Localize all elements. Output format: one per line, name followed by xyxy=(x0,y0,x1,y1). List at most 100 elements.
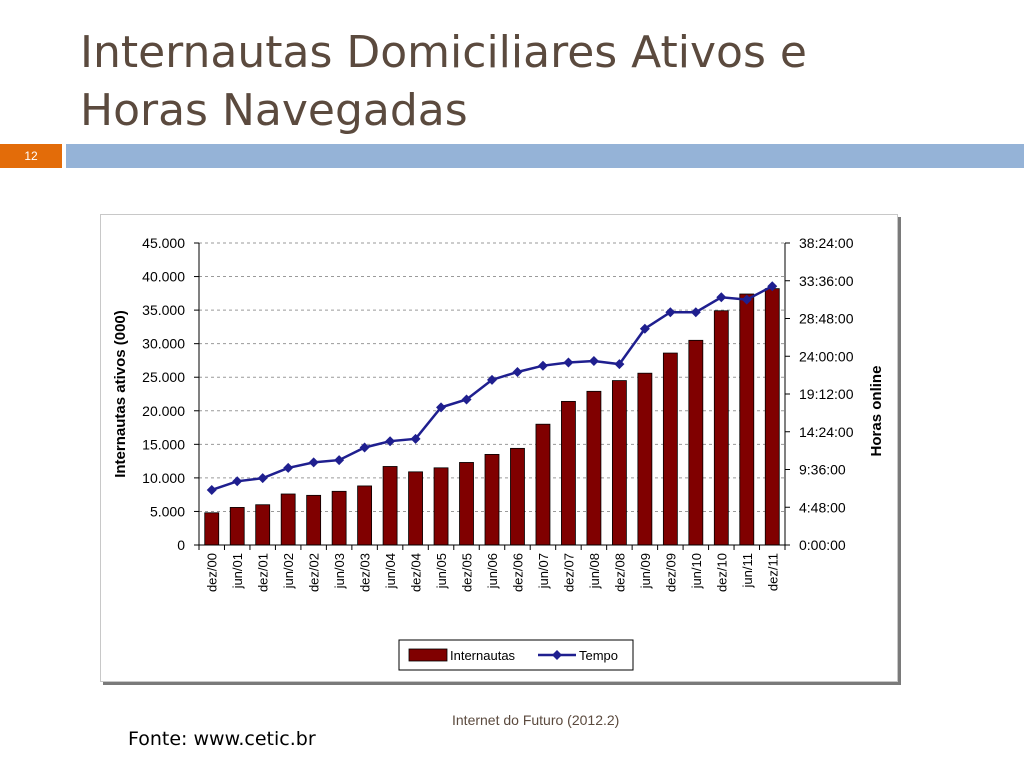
bar-internautas xyxy=(535,423,551,546)
bar-internautas xyxy=(331,490,347,546)
point-tempo xyxy=(308,457,319,468)
x-tick-label: jun/09 xyxy=(638,553,653,589)
y-left-tick-label: 45.000 xyxy=(142,235,185,251)
y-left-tick-label: 5.000 xyxy=(150,503,185,519)
x-tick-label: jun/05 xyxy=(434,553,449,589)
bar-internautas xyxy=(637,372,653,546)
header-band xyxy=(66,144,1024,168)
y-right-tick-label: 19:12:00 xyxy=(799,386,854,402)
y-left-tick-label: 10.000 xyxy=(142,470,185,486)
bar-internautas xyxy=(713,310,729,546)
point-tempo xyxy=(461,394,472,405)
x-tick-label: jun/11 xyxy=(740,553,755,588)
point-tempo xyxy=(665,307,676,318)
x-tick-label: dez/11 xyxy=(765,553,780,591)
x-tick-label: jun/10 xyxy=(689,553,704,589)
bar-internautas xyxy=(306,494,322,546)
x-tick-label: dez/02 xyxy=(307,553,322,592)
y-left-tick-label: 30.000 xyxy=(142,336,185,352)
bar-internautas xyxy=(764,288,780,546)
point-tempo xyxy=(436,402,447,413)
x-tick-label: dez/04 xyxy=(409,553,424,592)
legend-label-tempo: Tempo xyxy=(579,648,618,663)
point-tempo xyxy=(385,436,396,447)
point-tempo xyxy=(410,433,421,444)
y-left-tick-label: 0 xyxy=(177,537,185,553)
y-left-tick-label: 40.000 xyxy=(142,269,185,285)
y-left-axis-title: Internautas ativos (000) xyxy=(112,310,129,478)
point-tempo xyxy=(588,355,599,366)
footer-course-label: Internet do Futuro (2012.2) xyxy=(452,712,620,728)
slide-title-line-2: Horas Navegadas xyxy=(80,85,468,136)
point-tempo xyxy=(537,360,548,371)
x-tick-label: dez/00 xyxy=(205,553,220,592)
y-left-tick-label: 25.000 xyxy=(142,369,185,385)
bar-internautas xyxy=(229,507,245,546)
point-tempo xyxy=(614,359,625,370)
x-tick-label: jun/02 xyxy=(281,553,296,589)
x-tick-label: jun/08 xyxy=(587,553,602,589)
slide-number-band xyxy=(0,144,62,168)
bar-internautas xyxy=(382,466,398,546)
point-tempo xyxy=(690,307,701,318)
bar-internautas xyxy=(586,390,602,546)
y-right-tick-label: 33:36:00 xyxy=(799,273,854,289)
y-left-tick-label: 35.000 xyxy=(142,302,185,318)
bar-internautas xyxy=(433,467,449,546)
slide-title: Internautas Domiciliares Ativos e Horas … xyxy=(80,24,980,140)
point-tempo xyxy=(487,374,497,385)
point-tempo xyxy=(283,462,294,473)
point-tempo xyxy=(563,357,574,368)
y-right-axis-title: Horas online xyxy=(868,366,885,457)
x-tick-label: dez/10 xyxy=(714,553,729,592)
bar-internautas xyxy=(408,471,423,546)
x-tick-label: jun/06 xyxy=(485,553,500,589)
x-tick-label: dez/03 xyxy=(358,553,373,592)
x-tick-label: dez/01 xyxy=(256,553,271,592)
bar-internautas xyxy=(662,352,678,546)
y-right-tick-label: 0:00:00 xyxy=(799,537,846,553)
y-left-tick-label: 20.000 xyxy=(142,403,185,419)
point-tempo xyxy=(359,442,370,453)
legend-swatch-internautas xyxy=(408,648,448,662)
y-right-tick-label: 14:24:00 xyxy=(799,424,854,440)
y-left-tick-label: 15.000 xyxy=(142,436,185,452)
x-tick-label: jun/03 xyxy=(332,553,347,589)
x-tick-label: jun/01 xyxy=(230,553,245,589)
bar-internautas xyxy=(510,447,525,546)
bar-internautas xyxy=(255,504,271,546)
x-tick-label: dez/06 xyxy=(510,553,525,592)
footer-source: Fonte: www.cetic.br xyxy=(128,728,316,750)
bar-internautas xyxy=(611,380,627,546)
bar-internautas xyxy=(561,400,576,546)
bar-internautas xyxy=(204,512,220,546)
point-tempo xyxy=(639,323,650,334)
y-right-tick-label: 38:24:00 xyxy=(799,235,854,251)
bar-internautas xyxy=(357,485,373,546)
point-tempo xyxy=(741,294,752,305)
x-tick-label: dez/08 xyxy=(612,553,627,592)
y-right-tick-label: 28:48:00 xyxy=(799,311,854,327)
point-tempo xyxy=(512,366,523,377)
slide-number: 12 xyxy=(24,149,38,163)
bar-internautas xyxy=(459,462,474,546)
x-tick-label: jun/04 xyxy=(383,553,398,589)
bar-internautas xyxy=(280,493,296,546)
bar-internautas xyxy=(688,339,704,546)
point-tempo xyxy=(206,484,217,495)
y-right-tick-label: 24:00:00 xyxy=(799,348,854,364)
x-tick-label: dez/07 xyxy=(561,553,576,592)
point-tempo xyxy=(716,292,727,303)
x-tick-label: jun/07 xyxy=(536,553,551,589)
bar-internautas xyxy=(484,453,500,546)
y-right-tick-label: 4:48:00 xyxy=(799,499,846,515)
y-right-tick-label: 9:36:00 xyxy=(799,462,846,478)
legend-marker-tempo xyxy=(552,650,562,660)
legend-label-internautas: Internautas xyxy=(450,648,516,663)
point-tempo xyxy=(257,473,268,484)
slide-title-line-1: Internautas Domiciliares Ativos e xyxy=(80,27,807,78)
point-tempo xyxy=(232,476,243,487)
point-tempo xyxy=(767,281,778,292)
chart-container: 0 5.000 10.000 15.000 20.000 25.000 30.000 35.0… xyxy=(100,214,898,682)
point-tempo xyxy=(334,455,345,466)
